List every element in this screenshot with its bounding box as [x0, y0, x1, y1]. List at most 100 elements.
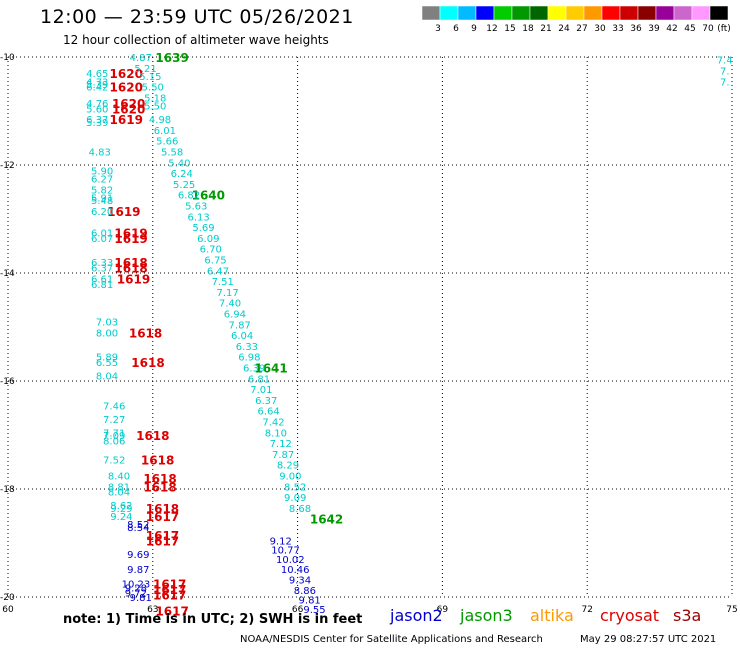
pass-time-label: 1618 [129, 326, 162, 340]
swh-reading: 6.81 [248, 374, 270, 385]
legend-altika: altika [530, 606, 574, 625]
swh-reading: 6.64 [258, 407, 280, 418]
pass-time-label: 1618 [143, 480, 176, 494]
x-tick-label: 75 [726, 605, 737, 615]
swh-reading: 8.10 [265, 428, 287, 439]
colorbar-swatch [601, 5, 621, 21]
pass-time-label: 1620 [112, 102, 145, 116]
swh-reading: 5.90 [91, 166, 113, 177]
swh-reading: 7.40 [219, 299, 241, 310]
swh-reading: 9.12 [270, 536, 292, 547]
swh-color-scale: 3 6 9 12 15 18 21 24 27 30 33 36 39 42 45 70 (ft) [421, 5, 731, 34]
colorbar-swatch [457, 5, 477, 21]
swh-reading: 8.52 [284, 482, 306, 493]
legend-jason3: jason3 [460, 606, 513, 625]
colorbar-swatch [421, 5, 441, 21]
swh-reading: 10.02 [276, 555, 305, 566]
swh-reading: 8.04 [108, 488, 130, 499]
swh-reading: 7. [720, 67, 730, 78]
swh-reading: 8.29 [277, 461, 299, 472]
swh-reading: 9.81 [130, 593, 152, 604]
colorbar-tick-label: (ft) [717, 24, 731, 34]
colorbar-swatch [637, 5, 657, 21]
swh-reading: 5.89 [96, 353, 118, 364]
colorbar-swatch [511, 5, 531, 21]
colorbar-swatch [475, 5, 495, 21]
colorbar-tick-label: 36 [630, 24, 642, 34]
colorbar-swatch [709, 5, 729, 21]
chart-subtitle: 12 hour collection of altimeter wave hei… [63, 33, 329, 47]
pass-time-label: 1620 [110, 81, 143, 95]
swh-reading: 9.00 [279, 472, 301, 483]
swh-reading: 5.91 [91, 193, 113, 204]
pass-time-label: 1619 [110, 113, 143, 127]
colorbar-tick-label: 33 [612, 24, 623, 34]
pass-time-label: 1618 [143, 472, 176, 486]
swh-reading: 8.06 [103, 436, 125, 447]
swh-reading: 9.34 [289, 576, 311, 587]
swh-reading: 5.18 [144, 94, 166, 105]
pass-time-label: 1619 [114, 227, 147, 241]
swh-reading: 7.87 [229, 320, 251, 331]
swh-reading: 5.60 [86, 104, 108, 115]
swh-reading: 6.07 [91, 234, 113, 245]
y-tick-label: -12 [0, 161, 15, 171]
pass-time-label: 1620 [112, 97, 145, 111]
swh-reading: 5.39 [86, 118, 108, 129]
swh-reading: 6.75 [204, 256, 226, 267]
swh-reading: 7. [720, 77, 730, 88]
colorbar-tick-label: 42 [666, 24, 677, 34]
pass-time-label: 1617 [146, 529, 179, 543]
swh-reading: 4.65 [86, 69, 108, 80]
swh-reading: 10.23 [122, 580, 151, 591]
y-tick-label: -20 [0, 593, 15, 603]
colorbar-tick-label: 9 [471, 24, 477, 34]
swh-reading: 5.15 [139, 72, 161, 83]
colorbar-swatch [673, 5, 693, 21]
colorbar-swatch [583, 5, 603, 21]
colorbar-tick-label: 45 [684, 24, 695, 34]
swh-reading: 7.87 [272, 450, 294, 461]
credit-timestamp: May 29 08:27:57 UTC 2021 [580, 634, 717, 645]
swh-reading: 7.17 [216, 288, 238, 299]
swh-reading: 5.25 [173, 180, 195, 191]
colorbar-tick-label: 70 [702, 24, 714, 34]
swh-reading: 6.70 [200, 245, 222, 256]
y-tick-label: -10 [0, 53, 15, 63]
pass-time-label: 1620 [110, 67, 143, 81]
swh-reading: 6.33 [236, 342, 258, 353]
x-tick-label: 66 [292, 605, 304, 615]
chart-grid [7, 56, 733, 598]
pass-time-label: 1617 [153, 578, 186, 592]
swh-reading: 6.55 [96, 358, 118, 369]
colorbar-tick-label: 12 [486, 24, 497, 34]
swh-reading: 6.27 [91, 175, 113, 186]
swh-reading: 6.01 [154, 126, 176, 137]
swh-reading: 6.33 [91, 258, 113, 269]
pass-time-label: 1618 [146, 502, 179, 516]
colorbar-tick-label: 15 [504, 24, 515, 34]
colorbar-tick-label: 18 [522, 24, 534, 34]
colorbar-tick-label: 24 [558, 24, 570, 34]
swh-reading: 6.37 [255, 396, 277, 407]
swh-reading: 7.42 [262, 418, 284, 429]
swh-reading: 4.98 [149, 115, 171, 126]
swh-reading: 6.37 [91, 264, 113, 275]
swh-reading: 7.52 [103, 455, 125, 466]
x-tick-label: 72 [581, 605, 592, 615]
pass-time-label: 1642 [310, 513, 343, 527]
swh-reading: 7.46 [103, 401, 125, 412]
colorbar-swatch [529, 5, 549, 21]
swh-reading: 5.48 [91, 196, 113, 207]
swh-reading: 8.62 [110, 501, 132, 512]
swh-reading: 7.01 [250, 385, 272, 396]
colorbar-tick-label: 6 [453, 24, 459, 34]
pass-time-label: 1618 [136, 429, 169, 443]
colorbar-swatch [547, 5, 567, 21]
swh-reading: 9.69 [127, 550, 149, 561]
swh-reading: 4.83 [89, 148, 111, 159]
swh-reading: 5.39 [86, 80, 108, 91]
pass-time-label: 1619 [114, 232, 147, 246]
pass-time-label: 1619 [107, 205, 140, 219]
pass-time-label: 1617 [146, 510, 179, 524]
